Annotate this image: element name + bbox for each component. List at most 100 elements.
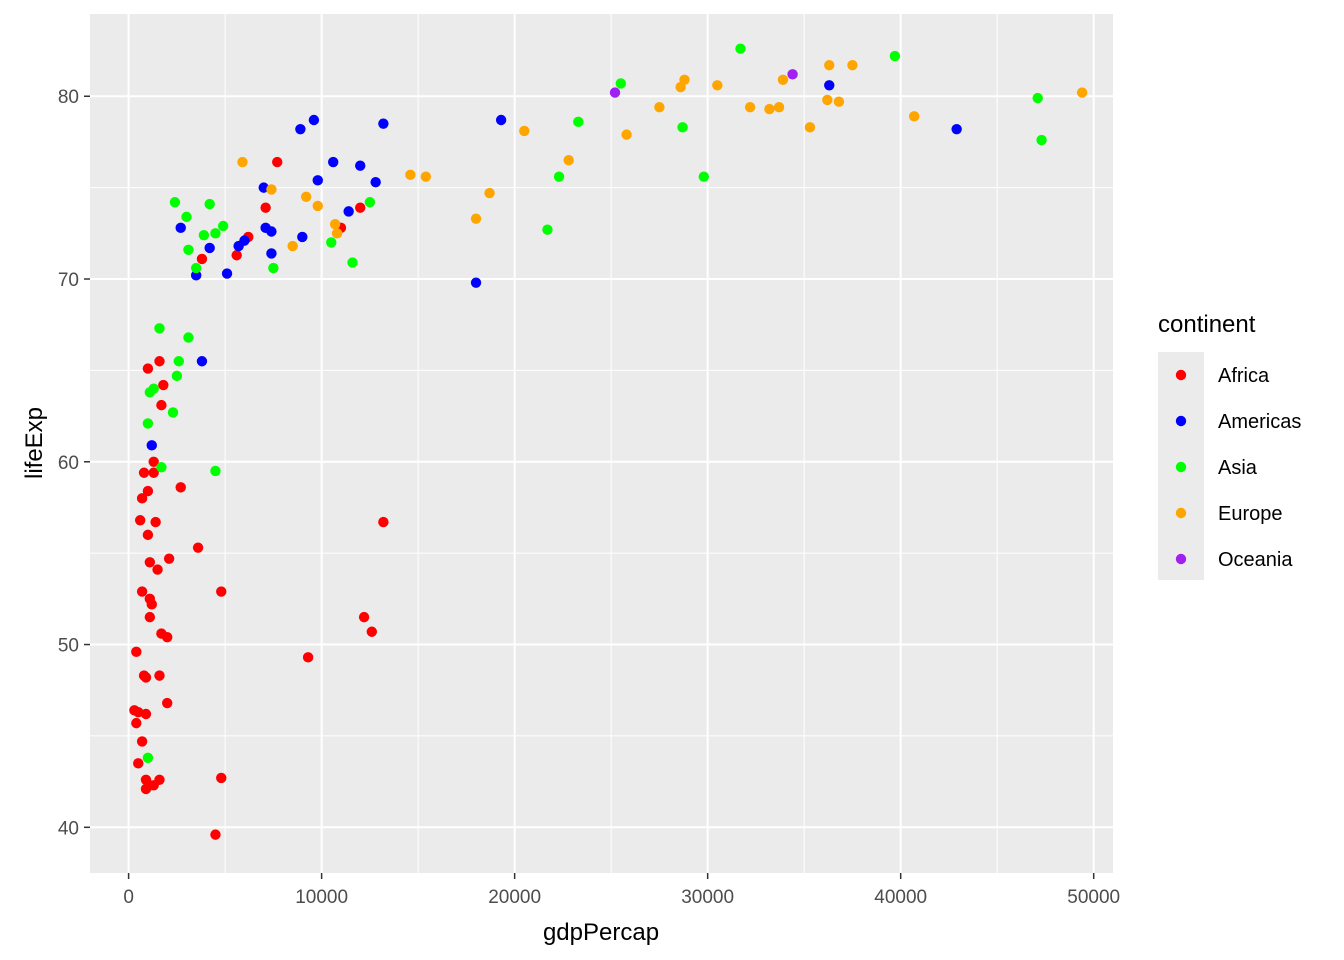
legend-swatch-europe: [1175, 507, 1187, 519]
data-point-africa: [146, 599, 157, 610]
data-point-europe: [420, 171, 432, 182]
data-point-europe: [804, 122, 816, 133]
data-point-africa: [142, 363, 154, 374]
data-point-africa: [154, 356, 165, 367]
data-point-africa: [136, 493, 148, 504]
data-point-europe: [777, 74, 789, 85]
data-point-americas: [297, 231, 308, 243]
data-point-europe: [822, 94, 833, 106]
data-point-europe: [287, 240, 298, 252]
data-point-europe: [744, 102, 756, 113]
data-point-americas: [239, 235, 250, 246]
data-point-asia: [615, 78, 627, 89]
data-point-asia: [183, 244, 194, 255]
data-point-africa: [148, 467, 159, 478]
data-point-americas: [343, 206, 354, 217]
x-axis-title: gdpPercap: [543, 919, 659, 946]
data-point-asia: [347, 257, 358, 268]
data-point-americas: [196, 356, 208, 367]
legend-label-asia: Asia: [1218, 457, 1258, 479]
data-point-africa: [131, 646, 142, 658]
y-axis-ticks: 40 50 60 70 80: [58, 87, 90, 839]
data-point-asia: [210, 228, 221, 239]
legend-label-oceania: Oceania: [1218, 549, 1293, 571]
data-point-europe: [266, 184, 277, 195]
data-point-europe: [405, 169, 416, 181]
data-point-americas: [146, 440, 157, 451]
data-point-africa: [378, 516, 389, 528]
legend-swatch-asia: [1175, 461, 1187, 473]
data-point-africa: [150, 516, 161, 528]
data-point-africa: [136, 586, 148, 597]
data-point-europe: [654, 102, 665, 113]
data-point-asia: [573, 116, 584, 128]
data-point-asia: [181, 211, 192, 223]
data-point-africa: [216, 772, 227, 784]
data-point-europe: [621, 129, 632, 140]
data-point-africa: [138, 467, 150, 478]
data-point-africa: [355, 202, 366, 213]
data-point-asia: [167, 407, 179, 418]
data-point-africa: [272, 156, 283, 168]
data-point-africa: [142, 529, 154, 541]
data-point-americas: [378, 118, 389, 129]
data-point-europe: [847, 59, 858, 71]
data-point-asia: [144, 387, 156, 398]
data-point-africa: [358, 611, 370, 623]
data-point-asia: [183, 332, 194, 343]
data-point-europe: [773, 102, 785, 113]
data-point-americas: [824, 80, 835, 91]
data-point-europe: [1076, 87, 1088, 98]
data-point-asia: [364, 197, 376, 208]
data-point-asia: [142, 752, 154, 764]
data-point-americas: [175, 222, 186, 234]
data-point-asia: [169, 197, 181, 208]
data-point-americas: [470, 277, 482, 288]
data-points: [129, 43, 1088, 840]
data-point-asia: [217, 220, 229, 232]
legend-swatch-americas: [1175, 415, 1187, 427]
data-point-africa: [162, 632, 173, 643]
data-point-europe: [563, 155, 574, 166]
data-point-americas: [355, 160, 366, 171]
y-tick-label: 80: [58, 87, 79, 108]
x-tick-label: 30000: [681, 887, 734, 908]
minor-gridlines: [90, 14, 1113, 873]
data-point-africa: [144, 557, 156, 568]
legend-label-americas: Americas: [1218, 411, 1301, 433]
data-point-asia: [889, 50, 901, 62]
data-point-africa: [144, 611, 156, 623]
legend-label-europe: Europe: [1218, 503, 1283, 525]
data-point-africa: [154, 670, 165, 681]
data-point-europe: [712, 80, 723, 91]
data-point-europe: [470, 213, 482, 224]
data-point-asia: [190, 262, 202, 274]
data-point-americas: [190, 270, 202, 281]
data-point-africa: [152, 564, 163, 575]
data-point-africa: [131, 717, 142, 729]
data-point-africa: [260, 202, 271, 213]
legend-items: Africa Americas Asia Europe Oceania: [1175, 365, 1301, 571]
data-point-africa: [231, 250, 242, 261]
data-point-europe: [908, 111, 920, 122]
legend-swatch-oceania: [1175, 553, 1187, 565]
y-tick-label: 50: [58, 636, 79, 657]
y-axis-title: lifeExp: [21, 407, 48, 479]
data-point-asia: [698, 171, 709, 182]
data-point-africa: [140, 672, 152, 683]
data-point-americas: [204, 242, 215, 254]
x-tick-label: 0: [123, 887, 134, 908]
data-point-americas: [312, 175, 323, 186]
legend-swatch-africa: [1175, 369, 1187, 381]
data-point-africa: [156, 399, 167, 411]
x-tick-label: 20000: [488, 887, 541, 908]
data-point-americas: [295, 123, 306, 135]
data-point-asia: [268, 262, 279, 274]
data-point-africa: [175, 482, 186, 493]
data-point-americas: [328, 156, 339, 168]
data-point-europe: [237, 156, 248, 168]
y-tick-label: 40: [58, 818, 79, 839]
data-point-asia: [204, 198, 215, 210]
data-point-europe: [329, 218, 341, 230]
